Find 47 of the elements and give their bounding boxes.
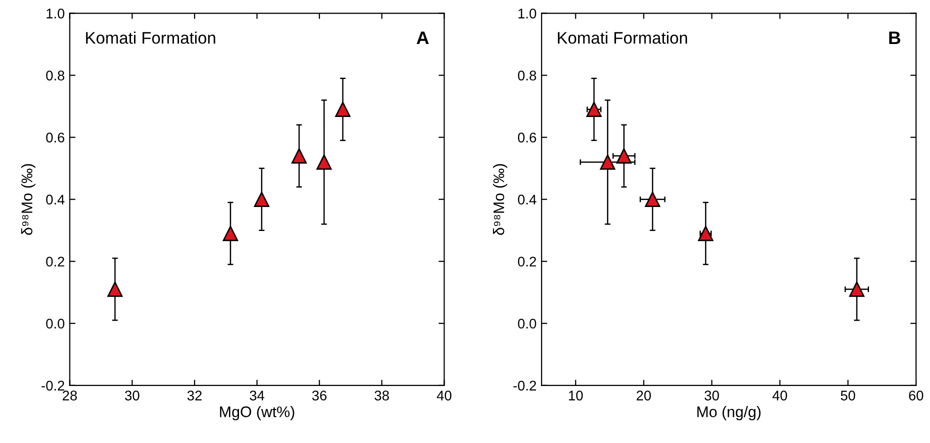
y-tick-label: 0.2 (46, 256, 64, 267)
y-tick-label: 0.2 (518, 256, 536, 267)
x-axis-title: Mo (ng/g) (697, 406, 761, 420)
point (616, 148, 632, 164)
annotation: B (889, 32, 900, 44)
point (107, 282, 123, 297)
x-tick-label: 50 (840, 390, 856, 400)
x-tick-label: 10 (568, 390, 583, 400)
point (335, 102, 350, 118)
y-tick-label: 0.8 (46, 70, 64, 80)
x-tick-label: 38 (374, 390, 389, 400)
point (254, 192, 270, 207)
point (316, 154, 332, 170)
y-tick-label: 0.0 (518, 318, 536, 329)
y-tick-label: 1.0 (518, 8, 536, 18)
x-tick-label: 30 (124, 390, 140, 400)
x-axis-title: MgO (wt%) (220, 406, 294, 420)
y-axis-title: δ⁹⁸Mo (‰) (492, 164, 508, 235)
y-tick-label: 0.6 (518, 132, 536, 142)
point (600, 154, 616, 170)
x-tick-label: 60 (909, 390, 924, 400)
point (849, 282, 864, 297)
y-tick-label: 1.0 (46, 8, 64, 18)
x-tick-label: 32 (187, 390, 202, 400)
x-tick-label: 20 (636, 390, 651, 400)
y-tick-label: -0.2 (513, 380, 536, 391)
point (291, 148, 307, 164)
point (222, 226, 238, 242)
annotation: Komati Formation (86, 32, 216, 44)
y-tick-label: 0.6 (46, 132, 64, 142)
annotation: A (416, 32, 429, 44)
y-tick-label: 0.8 (518, 70, 536, 80)
annotation: Komati Formation (558, 32, 688, 44)
x-tick-label: 36 (312, 390, 327, 400)
x-tick-label: 34 (250, 390, 264, 400)
y-axis-title: δ⁹⁸Mo (‰) (21, 164, 36, 235)
x-tick-label: 40 (436, 390, 452, 400)
point (586, 102, 602, 118)
y-tick-label: 0.4 (518, 194, 536, 205)
point (644, 192, 660, 207)
y-tick-label: -0.2 (42, 380, 64, 391)
x-tick-label: 28 (62, 390, 77, 400)
x-tick-label: 30 (704, 390, 719, 400)
y-tick-label: 0.4 (46, 194, 64, 205)
y-tick-label: 0.0 (46, 318, 64, 329)
point (698, 226, 714, 242)
x-tick-label: 40 (772, 390, 788, 400)
